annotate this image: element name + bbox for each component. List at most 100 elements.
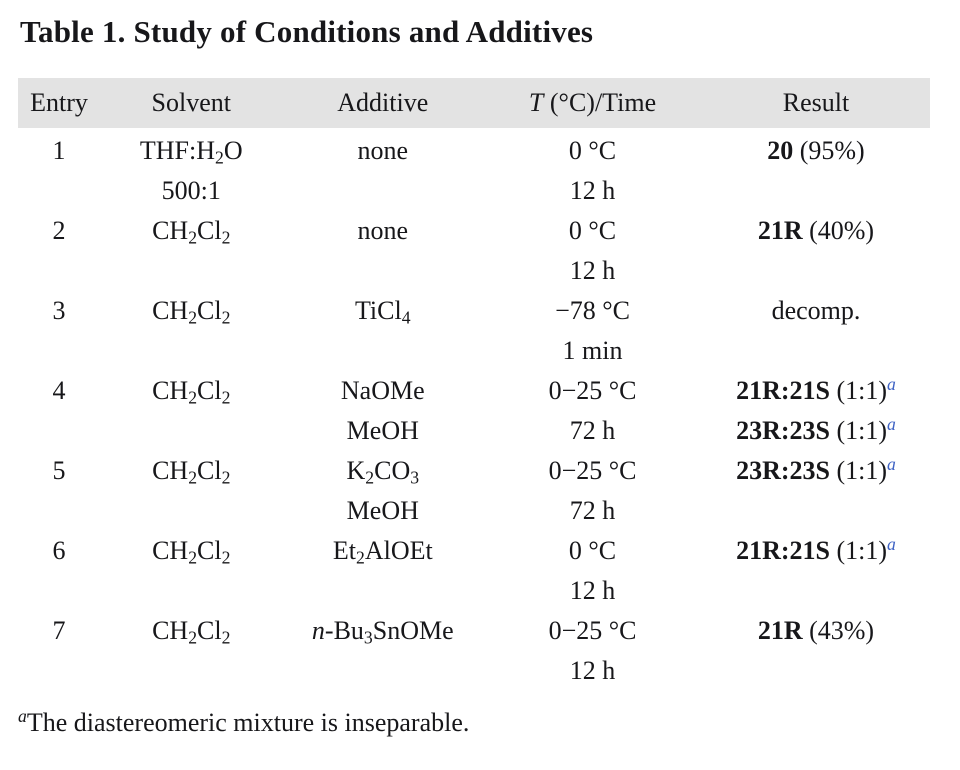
entry-cell: 1 [18,131,100,211]
solvent-cell: CH2Cl2 [100,371,282,451]
cell-line [282,651,483,691]
cell-line: 12 h [569,656,616,685]
conditions-table: Entry Solvent Additive T (°C)/Time Resul… [18,78,930,691]
cell-line: 5 [52,456,66,485]
cell-line: 21R:21S (1:1)a [736,534,896,565]
additive-cell: K2CO3 MeOH [282,451,483,531]
entry-cell: 2 [18,211,100,291]
header-solvent: Solvent [151,88,231,117]
table-row: 3 CH2Cl2 TiCl4 −78 °C 1 min decomp. [18,291,930,371]
cell-line: 2 [52,216,66,245]
table-title: Table 1. Study of Conditions and Additiv… [20,14,594,49]
cell-line [100,491,282,531]
cell-line: 0 °C [568,536,617,565]
cell-line: none [357,136,409,165]
solvent-cell: CH2Cl2 [100,531,282,611]
cell-line: 0−25 °C [548,376,637,405]
cell-line: 4 [52,376,66,405]
cell-line: 6 [52,536,66,565]
solvent-cell: CH2Cl2 [100,611,282,691]
cell-line: 0−25 °C [548,616,637,645]
cell-line: CH2Cl2 [152,536,231,568]
cell-line: THF:H2O [139,136,243,168]
result-cell: 23R:23S (1:1)a [702,451,930,531]
cell-line [100,411,282,451]
cell-line [100,331,282,371]
header-entry: Entry [30,88,88,117]
cell-line: 12 h [569,576,616,605]
table-row: 6 CH2Cl2 Et2AlOEt 0 °C 12 h 21R:21S (1:1)a [18,531,930,611]
cell-line [18,251,100,291]
temp-time-cell: 0−25 °C 72 h [483,451,702,531]
cell-line [282,571,483,611]
result-cell: 21R (43%) [702,611,930,691]
table-row: 4 CH2Cl2 NaOMe MeOH 0−25 °C 72 h 21R:21S (1:1)… [18,371,930,451]
cell-line: 1 [52,136,66,165]
cell-line: 7 [52,616,66,645]
cell-line [18,651,100,691]
cell-line: 0−25 °C [548,456,637,485]
cell-line [702,651,930,691]
cell-line [18,171,100,211]
temp-time-cell: 0 °C 12 h [483,131,702,211]
solvent-cell: THF:H2O 500:1 [100,131,282,211]
cell-line: NaOMe [340,376,425,405]
additive-cell: TiCl4 [282,291,483,371]
entry-cell: 6 [18,531,100,611]
table-row: 5 CH2Cl2 K2CO3 MeOH 0−25 °C 72 h 23R:23S (1:1)… [18,451,930,531]
cell-line: 20 (95%) [767,136,865,165]
cell-line: CH2Cl2 [152,456,231,488]
additive-cell: NaOMe MeOH [282,371,483,451]
cell-line: 12 h [569,176,616,205]
additive-cell: none [282,211,483,291]
cell-line [18,411,100,451]
cell-line [702,491,930,531]
temp-time-cell: 0−25 °C 12 h [483,611,702,691]
cell-line: 12 h [569,256,616,285]
cell-line [282,171,483,211]
temp-time-cell: −78 °C 1 min [483,291,702,371]
cell-line: MeOH [346,416,419,445]
entry-cell: 3 [18,291,100,371]
temp-time-cell: 0 °C 12 h [483,211,702,291]
cell-line: K2CO3 [346,456,420,488]
cell-line: 21R (40%) [757,216,875,245]
additive-cell: none [282,131,483,211]
cell-line [100,251,282,291]
cell-line: n-Bu3SnOMe [311,616,454,648]
result-cell: 21R:21S (1:1)a [702,531,930,611]
result-cell: decomp. [702,291,930,371]
entry-cell: 7 [18,611,100,691]
cell-line: −78 °C [555,296,630,325]
cell-line: 72 h [569,496,616,525]
cell-line: 500:1 [161,176,221,205]
entry-cell: 4 [18,371,100,451]
cell-line: Et2AlOEt [332,536,433,568]
cell-line: 0 °C [568,216,617,245]
cell-line: decomp. [771,296,861,325]
result-cell: 20 (95%) [702,131,930,211]
cell-line: CH2Cl2 [152,296,231,328]
table-row: 1 THF:H2O 500:1 none 0 °C 12 h 20 (95%) [18,131,930,211]
header-temp-time: T (°C)/Time [528,88,657,117]
cell-line: CH2Cl2 [152,616,231,648]
cell-line [18,491,100,531]
cell-line [100,651,282,691]
header-result: Result [782,88,850,117]
header-additive: Additive [337,88,429,117]
table-row: 2 CH2Cl2 none 0 °C 12 h 21R (40%) [18,211,930,291]
table-body: 1 THF:H2O 500:1 none 0 °C 12 h 20 (95%) 2 CH2Cl2… [18,131,930,691]
cell-line: 21R:21S (1:1)a [736,374,896,405]
cell-line [282,251,483,291]
cell-line [100,571,282,611]
cell-line: CH2Cl2 [152,376,231,408]
cell-line [18,331,100,371]
temp-time-cell: 0−25 °C 72 h [483,371,702,451]
cell-line: 0 °C [568,136,617,165]
additive-cell: n-Bu3SnOMe [282,611,483,691]
cell-line: CH2Cl2 [152,216,231,248]
table-footnote: aThe diastereomeric mixture is inseparab… [18,706,470,737]
cell-line [282,331,483,371]
entry-cell: 5 [18,451,100,531]
